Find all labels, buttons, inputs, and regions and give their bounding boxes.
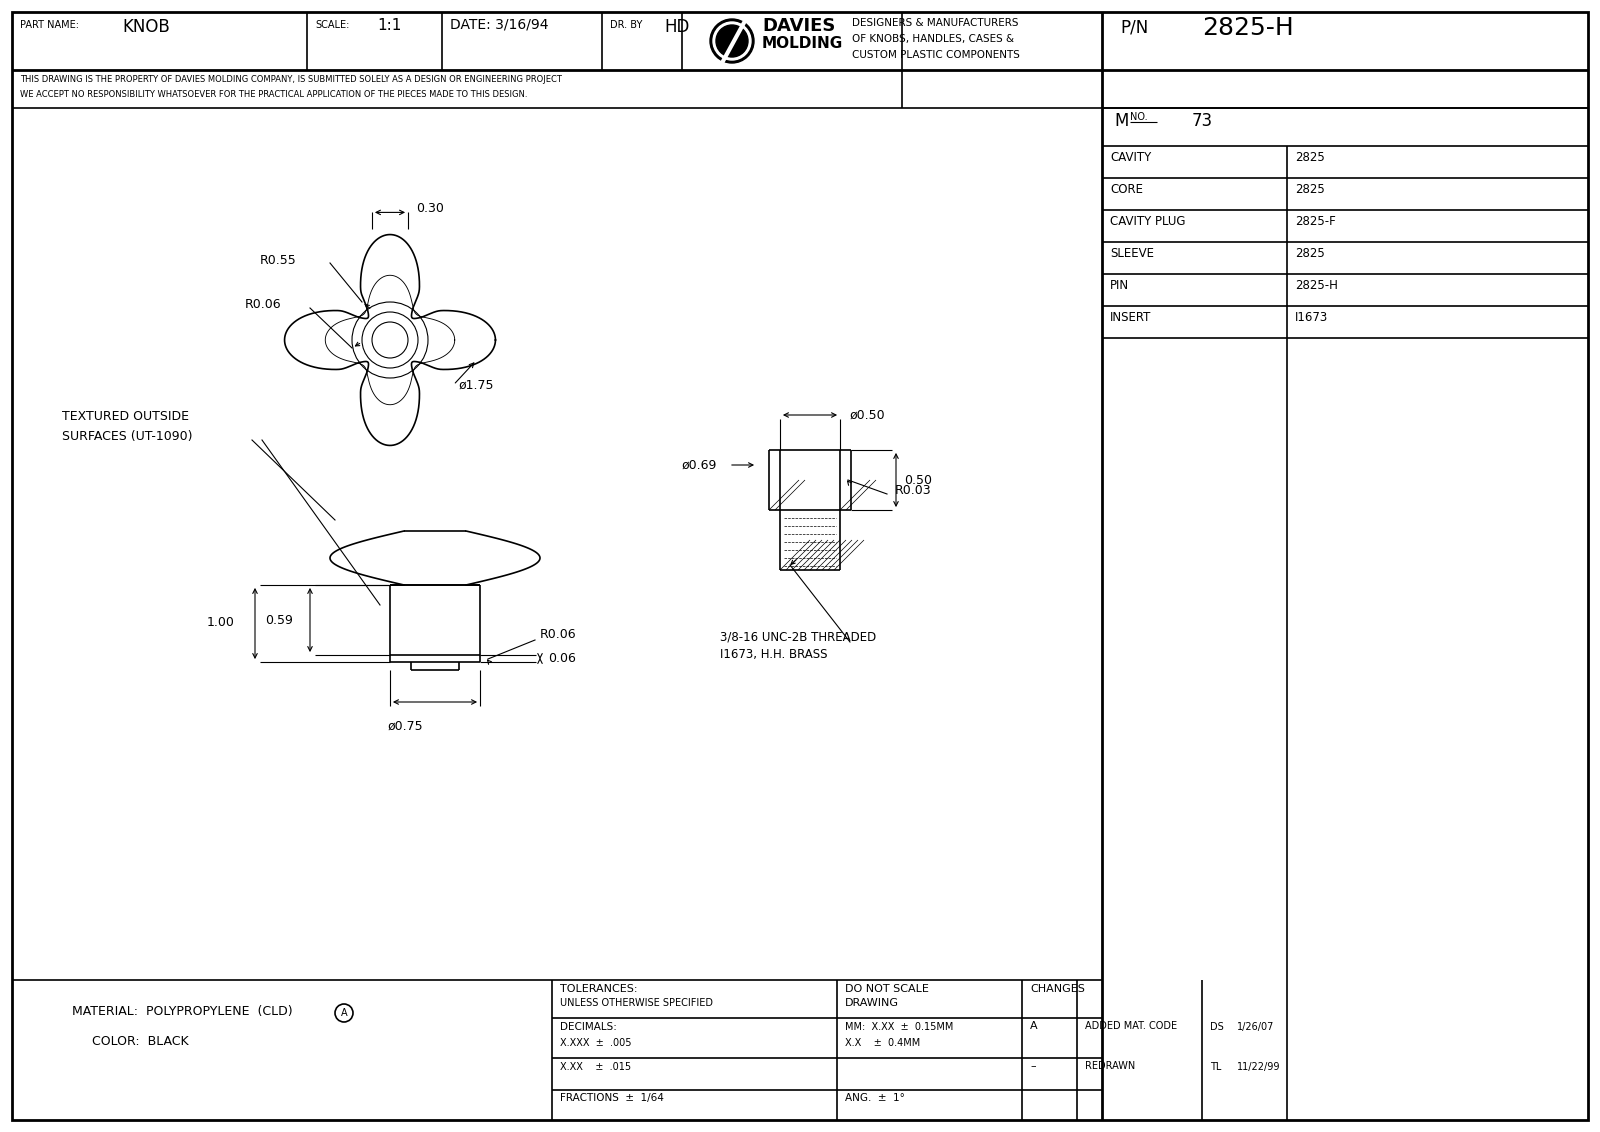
Text: 0.50: 0.50 [904, 473, 931, 487]
Text: DR. BY: DR. BY [610, 20, 642, 31]
Text: CAVITY PLUG: CAVITY PLUG [1110, 215, 1186, 228]
Text: P/N: P/N [1120, 18, 1149, 36]
Text: SCALE:: SCALE: [315, 20, 349, 31]
Text: 1:1: 1:1 [378, 18, 402, 33]
Text: NO.: NO. [1130, 112, 1147, 122]
Text: PART NAME:: PART NAME: [19, 20, 78, 31]
Text: TL: TL [1210, 1062, 1221, 1072]
Text: 1.00: 1.00 [206, 617, 235, 629]
Text: FRACTIONS  ±  1/64: FRACTIONS ± 1/64 [560, 1094, 664, 1103]
Text: TOLERANCES:: TOLERANCES: [560, 984, 637, 994]
Text: –: – [1030, 1061, 1035, 1071]
Text: TEXTURED OUTSIDE: TEXTURED OUTSIDE [62, 410, 189, 423]
Text: R0.06: R0.06 [541, 628, 576, 642]
Text: 2825: 2825 [1294, 247, 1325, 260]
Text: R0.06: R0.06 [245, 299, 282, 311]
Text: SLEEVE: SLEEVE [1110, 247, 1154, 260]
Text: 2825-H: 2825-H [1294, 278, 1338, 292]
Text: M: M [1114, 112, 1128, 130]
Text: MATERIAL:  POLYPROPYLENE  (CLD): MATERIAL: POLYPROPYLENE (CLD) [72, 1005, 293, 1018]
Text: OF KNOBS, HANDLES, CASES &: OF KNOBS, HANDLES, CASES & [851, 34, 1014, 44]
Text: DESIGNERS & MANUFACTURERS: DESIGNERS & MANUFACTURERS [851, 18, 1019, 28]
Text: R0.03: R0.03 [894, 483, 931, 497]
Text: CHANGES: CHANGES [1030, 984, 1085, 994]
Text: DO NOT SCALE: DO NOT SCALE [845, 984, 930, 994]
Text: A: A [1030, 1021, 1038, 1031]
Text: 0.59: 0.59 [266, 614, 293, 626]
Text: ADDED MAT. CODE: ADDED MAT. CODE [1085, 1021, 1178, 1031]
Text: I1673, H.H. BRASS: I1673, H.H. BRASS [720, 648, 827, 661]
Text: ø0.69: ø0.69 [682, 458, 717, 472]
Text: ANG.  ±  1°: ANG. ± 1° [845, 1094, 906, 1103]
Text: 0.30: 0.30 [416, 201, 443, 215]
Text: REDRAWN: REDRAWN [1085, 1061, 1136, 1071]
Text: 3/8-16 UNC-2B THREADED: 3/8-16 UNC-2B THREADED [720, 631, 877, 643]
Text: COLOR:  BLACK: COLOR: BLACK [93, 1035, 189, 1048]
Text: SURFACES (UT-1090): SURFACES (UT-1090) [62, 430, 192, 443]
Text: DRAWING: DRAWING [845, 998, 899, 1007]
Text: 2825-H: 2825-H [1202, 16, 1294, 40]
Text: KNOB: KNOB [122, 18, 170, 36]
Text: CUSTOM PLASTIC COMPONENTS: CUSTOM PLASTIC COMPONENTS [851, 50, 1019, 60]
Polygon shape [285, 234, 496, 446]
Text: X.X    ±  0.4MM: X.X ± 0.4MM [845, 1038, 920, 1048]
Circle shape [717, 25, 749, 57]
Text: I1673: I1673 [1294, 311, 1328, 324]
Text: 11/22/99: 11/22/99 [1237, 1062, 1280, 1072]
Text: CORE: CORE [1110, 183, 1142, 196]
Circle shape [714, 22, 750, 60]
Text: DAVIES: DAVIES [762, 17, 835, 35]
Text: MOLDING: MOLDING [762, 36, 843, 51]
Text: WE ACCEPT NO RESPONSIBILITY WHATSOEVER FOR THE PRACTICAL APPLICATION OF THE PIEC: WE ACCEPT NO RESPONSIBILITY WHATSOEVER F… [19, 91, 528, 98]
Text: X.XX    ±  .015: X.XX ± .015 [560, 1062, 630, 1072]
Text: 0.06: 0.06 [547, 652, 576, 664]
Text: 73: 73 [1192, 112, 1213, 130]
Text: 2825-F: 2825-F [1294, 215, 1336, 228]
Text: 2825: 2825 [1294, 183, 1325, 196]
Circle shape [710, 19, 754, 63]
Text: 2825: 2825 [1294, 151, 1325, 164]
Text: DECIMALS:: DECIMALS: [560, 1022, 618, 1032]
Text: ø0.50: ø0.50 [850, 409, 886, 421]
Text: DS: DS [1210, 1022, 1224, 1032]
Text: 1/26/07: 1/26/07 [1237, 1022, 1274, 1032]
Text: ø1.75: ø1.75 [458, 378, 494, 392]
Text: CAVITY: CAVITY [1110, 151, 1152, 164]
Text: INSERT: INSERT [1110, 311, 1152, 324]
Text: HD: HD [664, 18, 690, 36]
Text: UNLESS OTHERWISE SPECIFIED: UNLESS OTHERWISE SPECIFIED [560, 998, 714, 1007]
Text: DATE: 3/16/94: DATE: 3/16/94 [450, 18, 549, 32]
Text: ø0.75: ø0.75 [387, 720, 422, 734]
Text: THIS DRAWING IS THE PROPERTY OF DAVIES MOLDING COMPANY, IS SUBMITTED SOLELY AS A: THIS DRAWING IS THE PROPERTY OF DAVIES M… [19, 75, 562, 84]
Text: R0.55: R0.55 [259, 254, 296, 266]
Text: A: A [341, 1007, 347, 1018]
Text: PIN: PIN [1110, 278, 1130, 292]
Text: MM:  X.XX  ±  0.15MM: MM: X.XX ± 0.15MM [845, 1022, 954, 1032]
Text: X.XXX  ±  .005: X.XXX ± .005 [560, 1038, 632, 1048]
